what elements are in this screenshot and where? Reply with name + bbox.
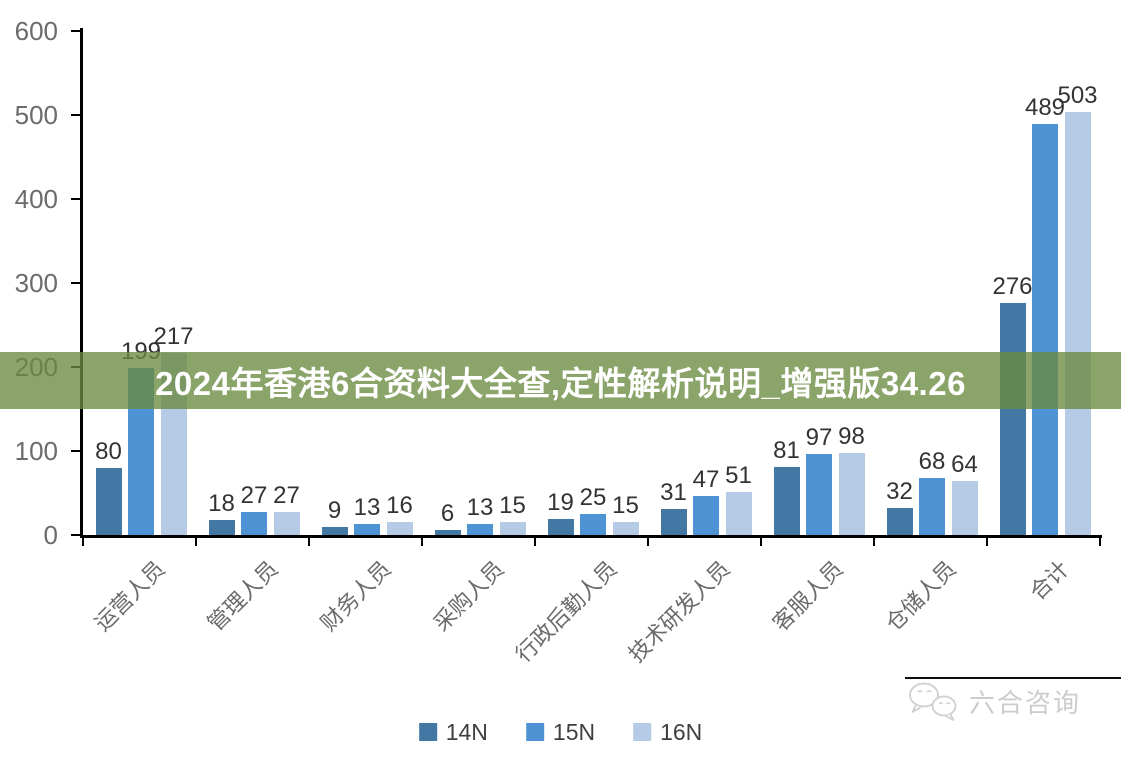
bar-value-label: 80 <box>95 437 122 465</box>
bar-15N-管理人员 <box>241 512 267 535</box>
legend-swatch-16N <box>633 723 652 741</box>
bar-14N-行政后勤人员 <box>547 519 574 535</box>
watermark-text: 六合咨询 <box>969 687 1082 718</box>
x-tick-mark <box>421 538 423 546</box>
y-axis-tick-label: 400 <box>14 184 58 214</box>
y-axis-tick-label: 300 <box>14 268 58 298</box>
bar-value-label: 503 <box>1057 82 1098 110</box>
bar-15N-采购人员 <box>467 524 493 535</box>
watermark: 六合咨询 <box>905 681 1121 721</box>
bar-value-label: 489 <box>1024 94 1066 122</box>
bar-value-label: 64 <box>951 451 978 479</box>
bar-15N-技术研发人员 <box>693 495 719 535</box>
bar-value-label: 276 <box>992 273 1033 301</box>
y-axis-line <box>80 28 83 538</box>
bar-value-label: 6 <box>440 499 455 527</box>
legend-swatch-15N <box>525 723 544 741</box>
x-tick-mark <box>534 538 536 546</box>
bar-value-label: 27 <box>273 482 300 510</box>
bar-14N-仓储人员 <box>886 508 913 535</box>
bar-value-label: 98 <box>838 422 865 450</box>
y-tick-mark <box>71 114 80 116</box>
bar-16N-客服人员 <box>838 452 865 535</box>
bar-16N-技术研发人员 <box>725 492 752 535</box>
y-tick-mark <box>71 282 80 284</box>
y-axis-tick-label: 500 <box>14 100 58 130</box>
y-axis-tick-label: 600 <box>14 16 58 46</box>
bar-value-label: 9 <box>327 497 342 525</box>
separator-line <box>905 677 1121 679</box>
legend-item-15N: 15N <box>525 719 596 745</box>
chart-legend: 14N 15N 16N <box>418 719 702 745</box>
bar-15N-合计 <box>1032 124 1058 535</box>
bar-value-label: 19 <box>547 489 574 517</box>
bar-15N-客服人员 <box>806 453 832 535</box>
legend-label-16N: 16N <box>660 719 703 745</box>
bar-value-label: 15 <box>499 492 526 520</box>
bar-value-label: 18 <box>208 489 235 517</box>
bar-14N-运营人员 <box>95 467 122 535</box>
x-tick-mark <box>760 538 762 546</box>
bar-14N-管理人员 <box>208 519 235 535</box>
bar-14N-合计 <box>999 303 1026 535</box>
bar-16N-管理人员 <box>273 512 300 535</box>
bar-value-label: 97 <box>805 423 833 451</box>
bar-value-label: 16 <box>386 491 413 519</box>
bar-value-label: 31 <box>660 478 687 506</box>
bar-value-label: 51 <box>725 462 752 490</box>
y-tick-mark <box>71 30 80 32</box>
y-tick-mark <box>71 450 80 452</box>
bar-15N-仓储人员 <box>919 477 945 535</box>
bar-value-label: 47 <box>692 465 720 493</box>
bar-14N-财务人员 <box>321 527 348 535</box>
wechat-bubbles-icon <box>909 682 957 721</box>
y-axis-tick-label: 100 <box>14 436 58 466</box>
y-tick-mark <box>71 534 80 536</box>
legend-item-14N: 14N <box>418 719 488 745</box>
bar-15N-行政后勤人员 <box>580 514 606 535</box>
bar-value-label: 81 <box>773 436 800 464</box>
x-tick-mark <box>873 538 875 546</box>
bar-value-label: 25 <box>579 484 607 511</box>
bar-value-label: 15 <box>612 492 639 520</box>
x-tick-mark <box>195 538 197 546</box>
bar-value-label: 68 <box>918 447 946 475</box>
bar-value-label: 32 <box>886 478 913 506</box>
legend-item-16N: 16N <box>633 720 702 744</box>
bar-16N-合计 <box>1064 112 1091 535</box>
x-tick-mark <box>308 538 310 546</box>
banner-text: 2024年香港6合资料大全查,定性解析说明_增强版34.26 <box>155 364 966 402</box>
bar-16N-采购人员 <box>499 522 526 535</box>
bar-14N-技术研发人员 <box>660 508 687 535</box>
bar-14N-客服人员 <box>773 466 800 535</box>
legend-label-15N: 15N <box>552 719 596 745</box>
legend-label-14N: 14N <box>445 719 488 745</box>
x-tick-mark <box>986 538 988 546</box>
x-tick-mark <box>647 538 649 546</box>
x-axis-line <box>80 535 1102 538</box>
legend-swatch-14N <box>418 723 437 741</box>
y-axis-tick-label: 0 <box>43 520 58 550</box>
bar-value-label: 13 <box>466 494 494 522</box>
bar-value-label: 13 <box>353 494 381 522</box>
bar-16N-仓储人员 <box>951 481 978 535</box>
x-tick-mark <box>1099 538 1101 546</box>
title-banner: 2024年香港6合资料大全查,定性解析说明_增强版34.26 <box>0 352 1121 409</box>
y-tick-mark <box>71 198 80 200</box>
bar-16N-行政后勤人员 <box>612 522 639 535</box>
bar-16N-财务人员 <box>386 521 413 535</box>
bar-value-label: 27 <box>240 482 268 510</box>
bar-value-label: 217 <box>153 322 194 350</box>
x-tick-mark <box>82 538 84 546</box>
bar-14N-采购人员 <box>434 529 461 535</box>
bar-15N-财务人员 <box>354 524 380 535</box>
